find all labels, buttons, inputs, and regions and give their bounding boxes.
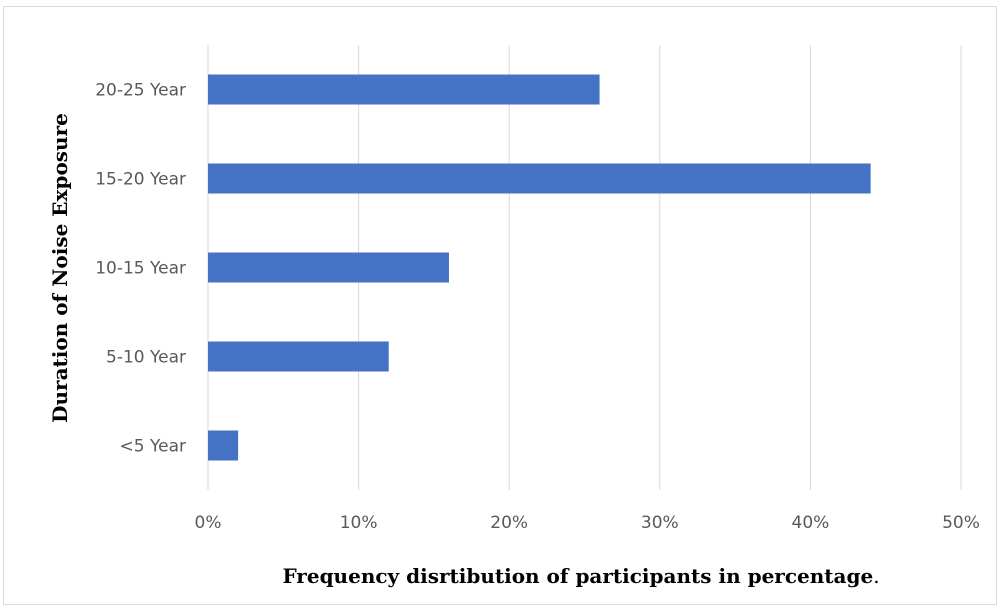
y-axis-title: Duration of Noise Exposure (48, 113, 72, 423)
y-tick-label: 15-20 Year (95, 170, 186, 190)
x-tick-label: 40% (792, 513, 830, 533)
y-tick-label: 5-10 Year (106, 348, 186, 368)
y-tick-label: <5 Year (120, 437, 186, 457)
chart-frame (3, 6, 997, 605)
x-tick-label: 30% (641, 513, 679, 533)
bar (208, 74, 600, 105)
x-tick-label: 10% (340, 513, 378, 533)
bar (208, 341, 389, 372)
y-tick-label: 20-25 Year (95, 81, 186, 101)
x-tick-label: 0% (195, 513, 222, 533)
x-tick-label: 50% (942, 513, 980, 533)
bars (208, 74, 871, 461)
bar (208, 163, 871, 194)
x-axis-title: Frequency disrtibution of participants i… (282, 564, 879, 588)
x-axis-title-suffix: . (873, 564, 879, 588)
x-tick-label: 20% (490, 513, 528, 533)
bar (208, 252, 449, 283)
y-tick-label: 10-15 Year (95, 259, 186, 279)
y-tick-labels: <5 Year 5-10 Year 10-15 Year 15-20 Year 20-2… (95, 81, 186, 457)
gridlines (207, 45, 962, 490)
x-tick-labels: 0% 10% 20% 30% 40% 50% (195, 513, 980, 533)
bar (208, 430, 239, 461)
x-axis-title-text: Frequency disrtibution of participants i… (282, 564, 873, 588)
